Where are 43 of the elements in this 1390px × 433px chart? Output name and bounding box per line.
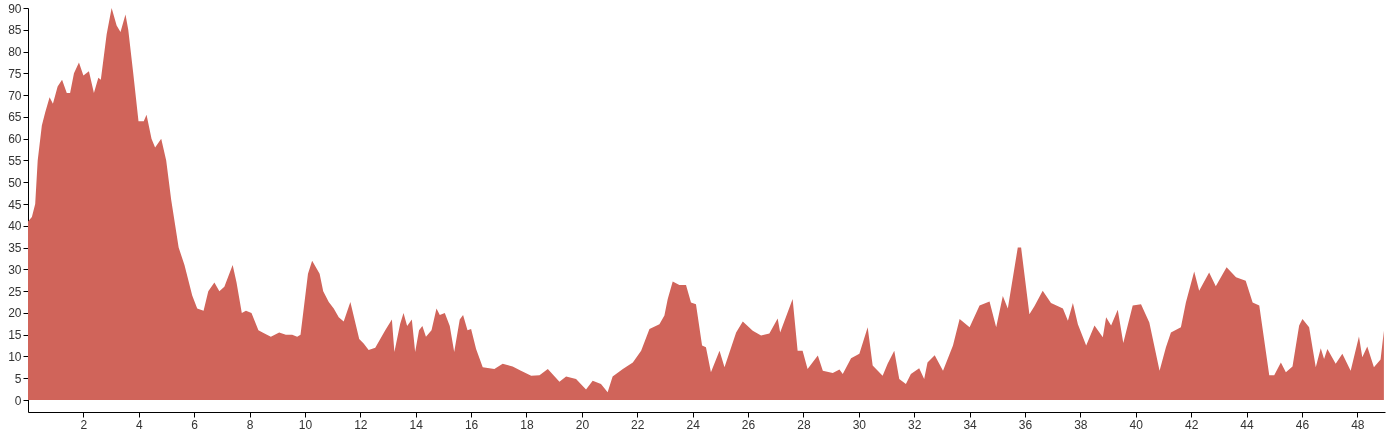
y-tick-label: 0 [14,393,22,408]
x-tick-label: 32 [908,417,922,432]
x-tick-label: 28 [797,417,811,432]
y-tick-label: 50 [8,175,22,190]
x-tick-label: 38 [1074,417,1088,432]
y-tick-label: 80 [8,45,22,60]
y-tick-label: 35 [8,241,22,256]
x-tick-label: 40 [1129,417,1144,432]
x-tick-label: 22 [631,417,645,432]
x-tick-label: 8 [246,417,254,432]
x-tick-label: 6 [191,417,199,432]
x-tick-label: 20 [575,417,590,432]
x-tick-label: 14 [409,417,424,432]
y-tick-label: 40 [8,219,22,234]
y-tick-label: 5 [14,371,22,386]
x-tick-label: 30 [852,417,867,432]
x-tick-label: 2 [80,417,88,432]
x-tick-label: 34 [963,417,978,432]
y-tick-label: 30 [8,262,22,277]
x-tick-label: 4 [135,417,143,432]
x-tick-label: 10 [298,417,313,432]
x-tick-label: 18 [520,417,534,432]
x-tick-label: 12 [354,417,368,432]
y-tick-label: 25 [8,284,22,299]
y-tick-label: 20 [8,306,22,321]
y-tick-label: 10 [8,349,22,364]
y-tick-label: 15 [8,328,22,343]
x-tick-label: 42 [1184,417,1199,432]
x-tick-label: 48 [1351,417,1365,432]
y-tick-label: 85 [8,23,22,38]
x-tick-label: 24 [686,417,701,432]
x-tick-label: 16 [464,417,479,432]
y-tick-label: 90 [8,1,22,16]
x-tick-label: 46 [1295,417,1310,432]
y-tick-label: 70 [8,88,22,103]
x-tick-label: 36 [1018,417,1033,432]
x-tick-label: 44 [1240,417,1255,432]
y-tick-label: 55 [8,153,22,168]
x-tick-label: 26 [741,417,756,432]
y-tick-label: 45 [8,197,22,212]
y-tick-label: 60 [8,132,22,147]
y-tick-label: 65 [8,110,22,125]
y-tick-label: 75 [8,66,22,81]
